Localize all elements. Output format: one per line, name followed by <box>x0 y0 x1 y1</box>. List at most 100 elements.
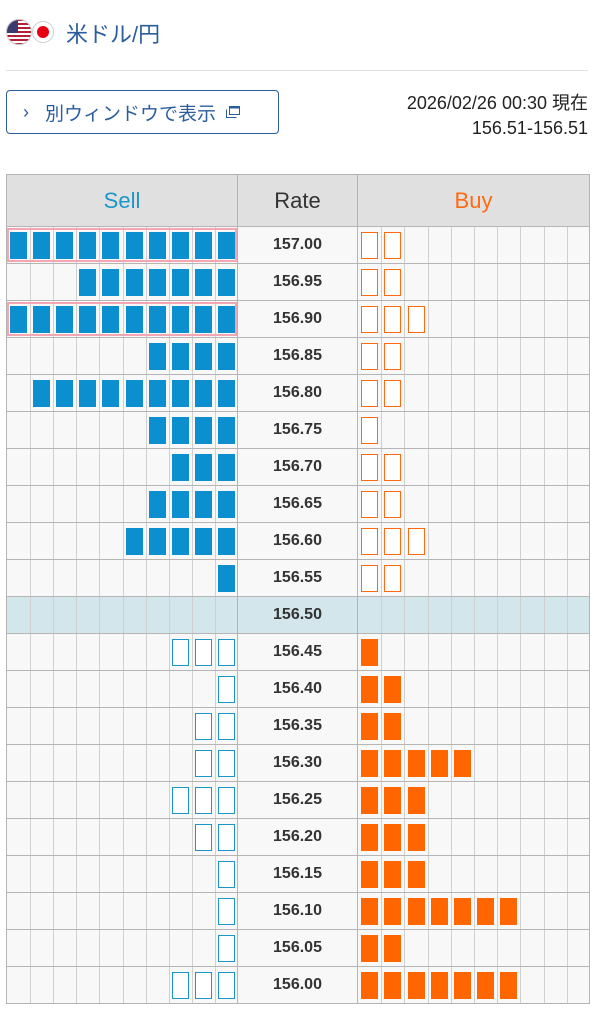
sell-order-bar <box>171 639 189 666</box>
sell-order-bar <box>148 269 166 296</box>
buy-order-bar <box>361 454 379 481</box>
buy-order-bar <box>407 824 425 851</box>
buy-order-bar <box>361 713 379 740</box>
buy-order-bar <box>361 676 379 703</box>
sell-order-bar <box>171 454 189 481</box>
sell-order-bar <box>194 639 212 666</box>
rate-value: 156.90 <box>237 300 358 338</box>
buy-order-bar <box>500 898 518 925</box>
buy-cell <box>357 633 590 671</box>
buy-order-bar <box>407 528 425 555</box>
sell-cell <box>6 226 238 264</box>
buy-order-bar <box>361 787 379 814</box>
rate-header: Rate <box>237 174 358 227</box>
table-row: 156.95 <box>6 263 590 301</box>
sell-order-bar <box>217 306 235 333</box>
sell-order-bar <box>171 306 189 333</box>
sell-cell <box>6 633 238 671</box>
buy-header: Buy <box>357 174 590 227</box>
sell-order-bar <box>148 491 166 518</box>
buy-cell <box>357 522 590 560</box>
buy-order-bar <box>384 898 402 925</box>
buy-order-bar <box>361 528 379 555</box>
buy-cell <box>357 263 590 301</box>
sell-cell <box>6 522 238 560</box>
chevron-right-icon: › <box>23 101 29 122</box>
sell-cell <box>6 855 238 893</box>
sell-order-bar <box>102 380 120 407</box>
buy-order-bar <box>361 343 379 370</box>
table-row: 156.25 <box>6 781 590 819</box>
buy-cell <box>357 707 590 745</box>
buy-order-bar <box>453 972 471 999</box>
table-row: 156.40 <box>6 670 590 708</box>
buy-cell <box>357 337 590 375</box>
sell-order-bar <box>194 713 212 740</box>
sell-cell <box>6 929 238 967</box>
buy-order-bar <box>430 750 448 777</box>
buy-cell <box>357 670 590 708</box>
sell-cell <box>6 744 238 782</box>
sell-order-bar <box>217 491 235 518</box>
rate-value: 156.15 <box>237 855 358 893</box>
buy-order-bar <box>361 269 379 296</box>
rate-value: 156.35 <box>237 707 358 745</box>
buy-order-bar <box>361 639 379 666</box>
sell-order-bar <box>33 306 51 333</box>
order-book-table: Sell Rate Buy 157.00 156.95 156.90 156.85 15… <box>6 174 590 1004</box>
rate-value: 156.95 <box>237 263 358 301</box>
buy-order-bar <box>384 232 402 259</box>
buy-order-bar <box>361 232 379 259</box>
table-row: 156.50 <box>6 596 590 634</box>
buy-order-bar <box>384 676 402 703</box>
buy-order-bar <box>453 898 471 925</box>
buy-cell <box>357 744 590 782</box>
buy-cell <box>357 929 590 967</box>
open-new-window-button[interactable]: › 別ウィンドウで表示 <box>6 90 279 134</box>
sell-order-bar <box>171 417 189 444</box>
buy-cell <box>357 559 590 597</box>
update-timestamp: 2026/02/26 00:30 現在 <box>406 93 588 113</box>
rate-value: 156.05 <box>237 929 358 967</box>
sell-order-bar <box>217 824 235 851</box>
sell-cell <box>6 707 238 745</box>
buy-order-bar <box>407 750 425 777</box>
sell-cell <box>6 966 238 1004</box>
sell-order-bar <box>217 454 235 481</box>
rate-value: 156.70 <box>237 448 358 486</box>
sell-order-bar <box>217 676 235 703</box>
sell-order-bar <box>217 380 235 407</box>
new-window-icon <box>226 106 241 118</box>
sell-order-bar <box>171 380 189 407</box>
buy-order-bar <box>361 306 379 333</box>
sell-order-bar <box>171 269 189 296</box>
buy-cell <box>357 226 590 264</box>
rate-value: 156.30 <box>237 744 358 782</box>
sell-order-bar <box>56 232 74 259</box>
sell-order-bar <box>217 528 235 555</box>
sell-order-bar <box>194 787 212 814</box>
sell-order-bar <box>125 269 143 296</box>
sell-order-bar <box>194 232 212 259</box>
buy-order-bar <box>361 824 379 851</box>
buy-order-bar <box>407 861 425 888</box>
buy-cell <box>357 818 590 856</box>
sell-order-bar <box>125 380 143 407</box>
buy-order-bar <box>361 565 379 592</box>
sell-cell <box>6 337 238 375</box>
rate-value: 156.55 <box>237 559 358 597</box>
table-row: 156.55 <box>6 559 590 597</box>
sell-order-bar <box>171 491 189 518</box>
buy-order-bar <box>384 454 402 481</box>
us-flag-icon <box>6 19 32 45</box>
sell-order-bar <box>171 343 189 370</box>
order-book-rows: 157.00 156.95 156.90 156.85 156.80 156.75 156.… <box>6 226 590 1004</box>
sell-cell <box>6 411 238 449</box>
header-divider <box>6 70 588 71</box>
sell-cell <box>6 818 238 856</box>
sell-order-bar <box>217 565 235 592</box>
sell-order-bar <box>171 787 189 814</box>
table-row: 156.10 <box>6 892 590 930</box>
buy-order-bar <box>384 343 402 370</box>
rate-value: 156.65 <box>237 485 358 523</box>
